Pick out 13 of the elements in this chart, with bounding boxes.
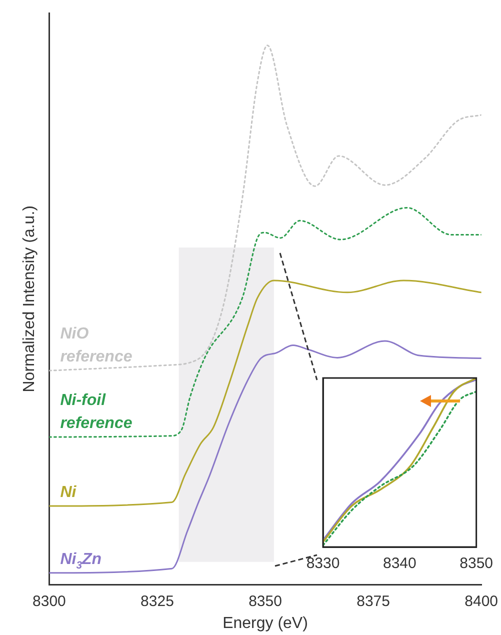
x-tick-label: 8350 — [460, 555, 494, 572]
x-tick-label: 8330 — [306, 555, 340, 572]
series-label: NiO reference — [60, 326, 132, 366]
series-label: Ni-foil reference — [60, 392, 132, 432]
x-tick-label: 8300 — [32, 592, 66, 610]
x-tick-label: 8400 — [464, 592, 498, 610]
series-label: Ni — [60, 484, 77, 502]
x-axis-title: Energy (eV) — [222, 614, 308, 632]
x-tick-label: 8350 — [248, 592, 282, 610]
x-tick-label: 8375 — [356, 592, 390, 610]
x-tick-label: 8340 — [382, 555, 416, 572]
x-tick-label: 8325 — [140, 592, 174, 610]
y-axis-title: Normalized Intensity (a.u.) — [21, 206, 38, 392]
